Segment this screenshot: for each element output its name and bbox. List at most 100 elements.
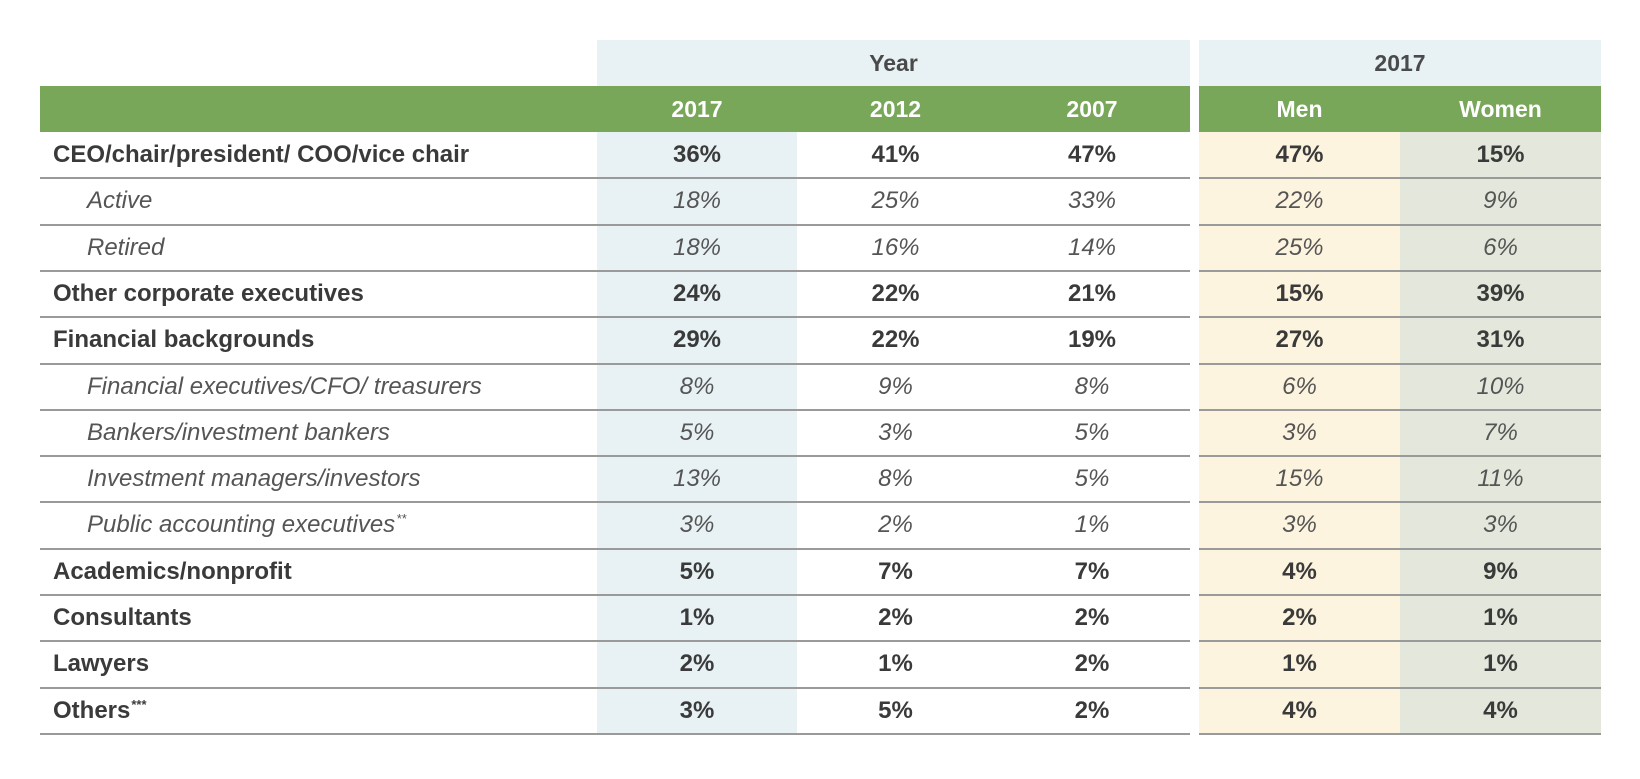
cell-2012: 41% [871,141,920,168]
row-divider [1199,455,1601,458]
cell-women: 10% [1476,372,1525,400]
cell-men: 6% [1282,372,1317,400]
cell-men: 4% [1282,557,1317,585]
table-row: Active 18% 25% 33% 22% 9% [0,178,1640,224]
row-label-text: Financial backgrounds [53,326,315,354]
column-header-2017: 2017 [671,96,723,122]
cell-men: 15% [1275,465,1324,493]
cell-women: 4% [1483,696,1518,724]
cell-2017: 36% [672,141,722,168]
cell-2007: 7% [1074,557,1110,585]
cell-2017: 24% [672,279,722,307]
row-divider [40,269,1190,272]
year-group-header-bg [597,40,1190,86]
row-label: Financial executives/CFO/ treasurers [87,364,482,410]
row-label: Retired [87,225,164,271]
table-row: Academics/nonprofit 5% 7% 7% 4% 9% [0,549,1640,595]
cell-men: 47% [1275,141,1324,168]
col-2017-shading [597,132,797,734]
column-header-men: Men [1276,96,1323,122]
row-divider [40,316,1190,319]
row-label-text: Academics/nonprofit [53,557,292,585]
row-label: Financial backgrounds [53,317,314,363]
row-divider [40,686,1190,689]
row-divider [1199,686,1601,689]
row-label: Investment managers/investors [87,456,420,502]
cell-2017: 13% [672,465,722,493]
row-divider [1199,408,1601,411]
row-label: Public accounting executives** [87,502,406,548]
row-divider [1199,594,1601,596]
cell-men: 2% [1282,604,1317,631]
cell-2017: 1% [679,604,715,631]
col-women-shading [1400,132,1601,734]
cell-2007: 14% [1067,233,1117,261]
table-row: Other corporate executives 24% 22% 21% 15% 39… [0,271,1640,317]
cell-women: 39% [1476,279,1525,307]
table-row: Financial backgrounds 29% 22% 19% 27% 31% [0,317,1640,363]
row-label-text: Investment managers/investors [87,465,421,493]
cell-2012: 22% [871,326,920,354]
row-label-text: Active [87,187,153,215]
cell-2007: 19% [1067,326,1117,354]
cell-2012: 8% [878,465,913,493]
row-divider [40,362,1190,365]
cell-2007: 33% [1067,187,1117,215]
row-divider [40,408,1190,411]
column-header-women: Women [1459,96,1542,122]
cell-women: 7% [1483,418,1518,446]
row-divider [40,594,1190,596]
cell-men: 1% [1282,650,1317,678]
row-divider [1199,362,1601,365]
row-label: Other corporate executives [53,271,364,317]
row-divider [40,547,1190,550]
cell-2017: 3% [679,511,715,539]
cell-women: 11% [1477,465,1524,493]
header-bar-label [40,86,597,132]
row-label-text: Others [53,696,131,724]
row-label-text: Lawyers [53,650,150,678]
row-label: Bankers/investment bankers [87,410,390,456]
cell-women: 15% [1476,141,1525,168]
row-label: Others*** [53,688,147,734]
cell-women: 9% [1483,557,1518,585]
cell-women: 3% [1483,511,1518,539]
table-row: Public accounting executives** 3% 2% 1% 3% 3% [0,502,1640,548]
table-row: CEO/chair/president/ COO/vice chair 36% 41… [0,132,1640,178]
row-label-text: Bankers/investment bankers [87,418,390,446]
row-label: CEO/chair/president/ COO/vice chair [53,132,469,178]
cell-2017: 8% [679,372,715,400]
cell-2017: 2% [679,650,715,678]
cell-2012: 7% [878,557,913,585]
row-label: Active [87,178,152,224]
cell-2012: 2% [878,604,913,631]
cell-2012: 1% [878,650,913,678]
row-divider [40,640,1190,643]
table-row: Retired 18% 16% 14% 25% 6% [0,225,1640,271]
row-divider [40,732,1190,735]
row-divider [1199,269,1601,272]
table-row: Investment managers/investors 13% 8% 5% 15% 1… [0,456,1640,502]
row-divider [40,455,1190,458]
cell-2017: 5% [679,557,715,585]
cell-women: 31% [1476,326,1525,354]
row-label: Academics/nonprofit [53,549,292,595]
row-divider [1199,640,1601,643]
row-divider [1199,223,1601,226]
cell-2012: 2% [878,511,913,539]
cell-2012: 3% [878,418,913,446]
cell-men: 25% [1275,233,1324,261]
table-row: Others*** 3% 5% 2% 4% 4% [0,688,1640,734]
cell-2017: 29% [672,326,722,354]
cell-2007: 8% [1074,372,1110,400]
column-header-2012: 2012 [869,96,922,122]
cell-women: 9% [1483,187,1518,215]
cell-2012: 9% [878,372,913,400]
cell-2012: 16% [871,233,920,261]
cell-2007: 2% [1074,696,1110,724]
row-label-text: CEO/chair/president/ COO/vice chair [53,141,470,168]
cell-men: 4% [1282,696,1317,724]
row-label-text: Consultants [53,604,192,631]
cell-2007: 2% [1074,650,1110,678]
